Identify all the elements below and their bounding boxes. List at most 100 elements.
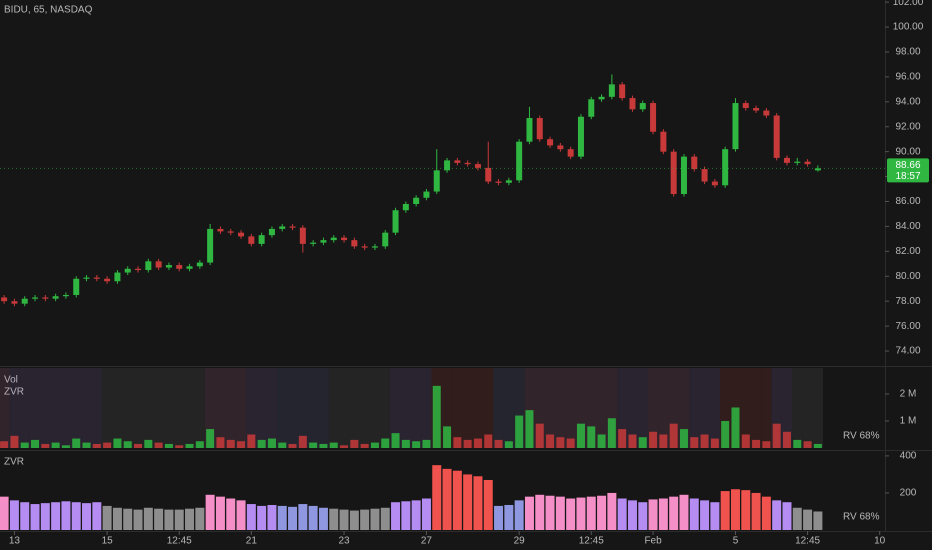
volume-bar [525, 410, 534, 448]
zvr-bar [226, 498, 236, 530]
zvr-bar [71, 502, 81, 530]
last-price: 88.66 [895, 160, 920, 171]
candle-body [763, 110, 770, 116]
zvr-bar [679, 494, 689, 530]
y-tick-label: 100.00 [893, 22, 924, 33]
candle-body [650, 103, 657, 132]
pane-label: ZVR [4, 457, 24, 468]
volume-band [380, 368, 391, 448]
volume-bar [82, 442, 91, 448]
zvr-bar [442, 468, 452, 530]
volume-bar [340, 445, 349, 448]
volume-band [143, 368, 154, 448]
volume-bar [453, 437, 462, 448]
zvr-bar [92, 502, 102, 530]
volume-band [81, 368, 92, 448]
candle-body [42, 297, 49, 299]
volume-band [514, 368, 525, 448]
candle-body [62, 294, 69, 297]
volume-bar [473, 438, 482, 448]
y-tick-label: 86.00 [895, 196, 920, 207]
y-tick-label: 92.00 [895, 121, 920, 132]
x-tick-label: 5 [733, 536, 739, 547]
candle-body [814, 168, 821, 171]
volume-band [307, 368, 319, 448]
zvr-bar [648, 499, 658, 530]
pane-label: ZVR [4, 387, 24, 398]
volume-band [349, 368, 360, 448]
candle-body [485, 167, 492, 182]
volume-band [802, 368, 813, 448]
zvr-bar [102, 505, 112, 530]
volume-bar [690, 437, 699, 448]
volume-bar [206, 429, 215, 448]
volume-band [60, 368, 72, 448]
volume-band [256, 368, 267, 448]
zvr-bar [154, 508, 164, 530]
volume-band [235, 368, 247, 448]
candle-body [361, 246, 368, 248]
zvr-bar [205, 494, 215, 530]
volume-bar [298, 435, 307, 448]
zvr-bar [174, 509, 184, 530]
zvr-bar [246, 504, 256, 530]
volume-bar [762, 441, 771, 448]
volume-bar [576, 423, 585, 448]
zvr-bar [360, 509, 370, 530]
volume-band [699, 368, 710, 448]
volume-bar [535, 423, 544, 448]
candle-body [454, 160, 461, 163]
candle-body [145, 261, 152, 271]
zvr-bar [627, 500, 637, 530]
zvr-bar [576, 497, 586, 530]
volume-bar [638, 437, 647, 448]
candle-body [227, 231, 234, 233]
zvr-bar [9, 500, 19, 530]
x-tick-label: 12:45 [167, 536, 192, 547]
volume-band [617, 368, 628, 448]
volume-band [71, 368, 82, 448]
volume-band [19, 368, 30, 448]
volume-bar [463, 439, 472, 448]
volume-band [359, 368, 370, 448]
volume-bar [432, 385, 441, 448]
volume-bar [628, 434, 637, 448]
zvr-bar [195, 507, 205, 530]
zvr-bar [586, 496, 596, 530]
zvr-bar [710, 502, 720, 530]
volume-band [555, 368, 566, 448]
volume-bar [51, 442, 60, 448]
volume-band [287, 368, 298, 448]
volume-band [720, 368, 731, 448]
volume-bar [587, 426, 596, 448]
volume-bar [360, 443, 369, 448]
volume-bar [10, 435, 19, 448]
candle-body [547, 139, 554, 146]
zvr-bar [483, 479, 493, 530]
volume-bar [700, 434, 709, 448]
candle-body [351, 240, 358, 247]
pane-label: Vol [4, 375, 18, 386]
zvr-bar [782, 502, 792, 530]
volume-bar [329, 442, 338, 448]
zvr-bar [669, 496, 679, 530]
y-tick-label: 200 [900, 488, 917, 499]
volume-bar [443, 426, 452, 448]
candle-body [608, 84, 615, 97]
volume-band [215, 368, 226, 448]
volume-band [781, 368, 793, 448]
candle-body [804, 161, 811, 165]
volume-bar [679, 429, 688, 448]
candle-body [773, 115, 780, 158]
zvr-bar [401, 501, 411, 530]
volume-bar [381, 438, 390, 448]
volume-bar [92, 443, 101, 448]
volume-bar [31, 439, 40, 448]
volume-bar [154, 442, 163, 448]
candle-body [742, 103, 749, 109]
x-tick-label: 13 [9, 536, 21, 547]
x-tick-label: 21 [246, 536, 258, 547]
candle-body [794, 161, 801, 163]
candle-body [93, 277, 100, 279]
